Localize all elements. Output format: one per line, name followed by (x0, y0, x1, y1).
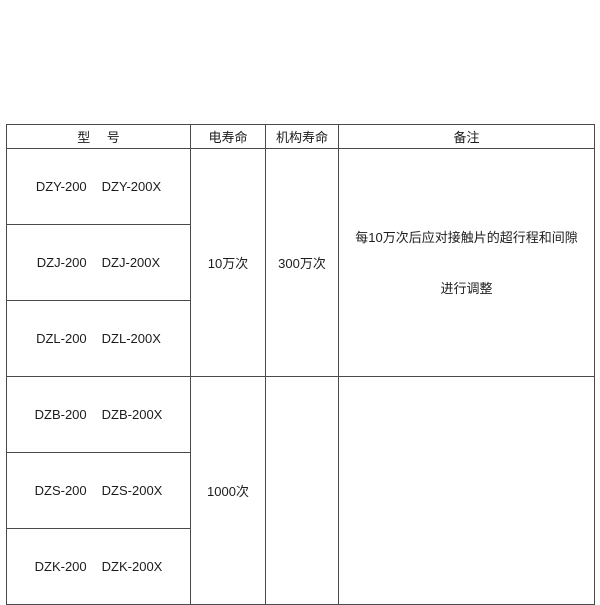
header-mechanism-life: 机构寿命 (265, 124, 339, 149)
model-cell-dzj: DZJ-200 DZJ-200X (6, 224, 191, 301)
model-pair: DZL-200 DZL-200X (7, 331, 190, 346)
model-cell-dzk: DZK-200 DZK-200X (6, 528, 191, 605)
table-row-dzy: DZY-200 DZY-200X 10万次 300万次 每10万次后应对接触片的… (6, 148, 595, 377)
mechanism-life-cell-group2 (265, 376, 339, 605)
table-row-dzl: DZL-200 DZL-200X (6, 300, 595, 377)
model-name-x: DZL-200X (101, 331, 161, 346)
model-pair: DZS-200 DZS-200X (7, 483, 190, 498)
remark-line-1: 每10万次后应对接触片的超行程和间隙 (355, 229, 578, 245)
model-pair: DZY-200 DZY-200X (7, 179, 190, 194)
model-name: DZS-200 (34, 483, 87, 498)
model-name-x: DZJ-200X (101, 255, 161, 270)
remark-line-2: 进行调整 (440, 280, 493, 296)
model-name: DZK-200 (34, 559, 87, 574)
model-pair: DZJ-200 DZJ-200X (7, 255, 190, 270)
remark-cell-group2 (338, 376, 595, 605)
table-row-dzb: DZB-200 DZB-200X 1000次 (6, 376, 595, 605)
table-row-dzj: DZJ-200 DZJ-200X (6, 224, 595, 301)
model-name: DZJ-200 (36, 255, 87, 270)
model-name-x: DZS-200X (101, 483, 163, 498)
mechanism-life-cell-group1: 300万次 (265, 148, 339, 377)
model-cell-dzs: DZS-200 DZS-200X (6, 452, 191, 529)
header-remark: 备注 (338, 124, 595, 149)
electrical-life-cell-group1: 10万次 (190, 148, 266, 377)
electrical-life-cell-group2: 1000次 (190, 376, 266, 605)
model-name-x: DZK-200X (101, 559, 163, 574)
model-name: DZB-200 (34, 407, 87, 422)
relay-spec-table: 型 号 电寿命 机构寿命 备注 DZY-200 DZY-200X 10万次 30… (6, 124, 595, 605)
model-cell-dzy: DZY-200 DZY-200X (6, 148, 191, 225)
header-electrical-life: 电寿命 (190, 124, 266, 149)
header-row: 型 号 电寿命 机构寿命 备注 (6, 124, 595, 149)
model-name-x: DZY-200X (101, 179, 162, 194)
model-cell-dzl: DZL-200 DZL-200X (6, 300, 191, 377)
model-name: DZY-200 (35, 179, 87, 194)
remark-cell-group1: 每10万次后应对接触片的超行程和间隙 进行调整 (338, 148, 595, 377)
model-pair: DZB-200 DZB-200X (7, 407, 190, 422)
model-cell-dzb: DZB-200 DZB-200X (6, 376, 191, 453)
header-model: 型 号 (6, 124, 191, 149)
model-name: DZL-200 (36, 331, 87, 346)
model-pair: DZK-200 DZK-200X (7, 559, 190, 574)
model-name-x: DZB-200X (101, 407, 163, 422)
